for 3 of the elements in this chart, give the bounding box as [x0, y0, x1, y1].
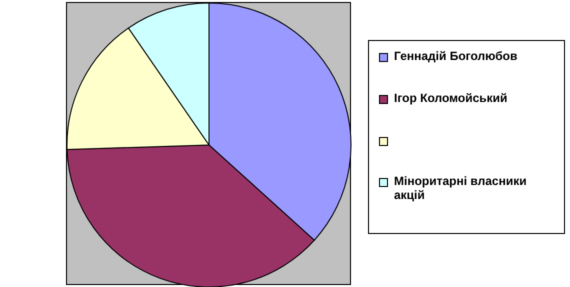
legend-label: Ігор Коломойський	[394, 91, 508, 105]
legend-label: Міноритарні власники акцій	[394, 174, 528, 202]
legend-label: Геннадій Боголюбов	[394, 49, 518, 63]
